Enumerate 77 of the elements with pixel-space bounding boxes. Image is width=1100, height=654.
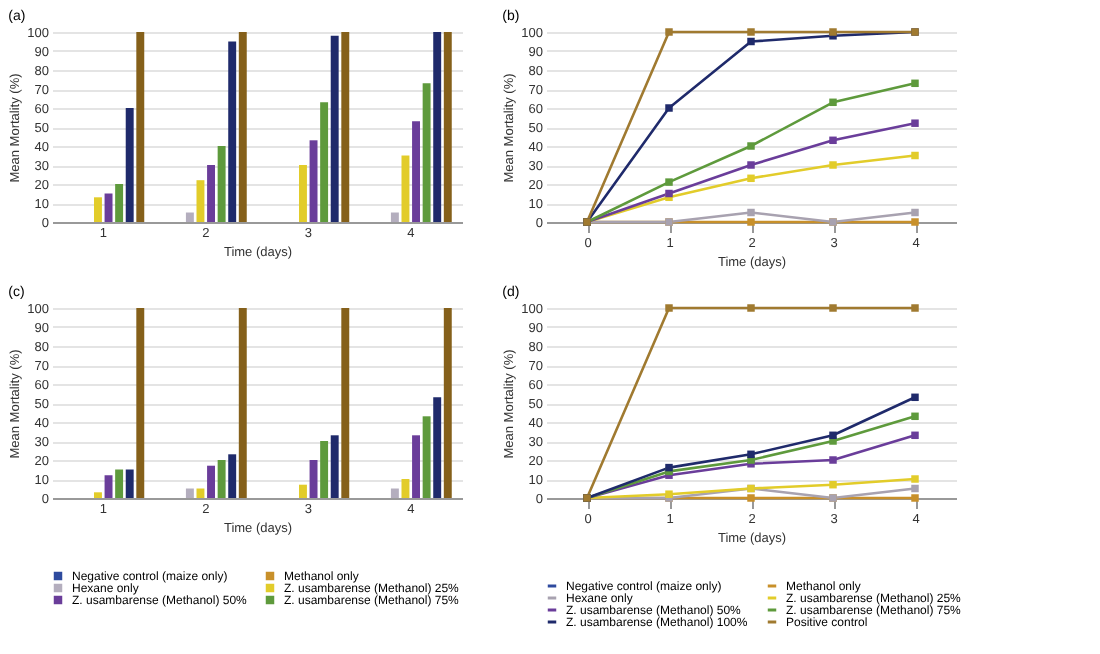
bar: [185, 212, 194, 222]
point: [747, 174, 755, 183]
point: [665, 178, 673, 186]
point: [911, 119, 919, 127]
point: [911, 412, 919, 421]
bar: [309, 140, 318, 222]
point: [747, 28, 755, 36]
point: [747, 304, 755, 312]
bar: [390, 212, 399, 222]
bar: [136, 308, 145, 498]
bar: [115, 469, 124, 498]
point: [829, 304, 837, 312]
point: [829, 431, 837, 440]
bar: [412, 435, 421, 498]
point: [747, 142, 755, 150]
bar: [228, 41, 237, 222]
bar: [401, 479, 410, 498]
bar: [298, 165, 307, 222]
bar: [390, 488, 399, 498]
bar: [298, 484, 307, 498]
point: [911, 79, 919, 88]
bar: [341, 32, 350, 222]
bar: [217, 146, 226, 222]
point: [911, 484, 919, 493]
bar: [217, 460, 226, 498]
point: [747, 218, 755, 226]
bar: [104, 193, 113, 222]
point: [911, 431, 919, 440]
bar: [207, 465, 216, 498]
bar: [125, 469, 134, 498]
bar: [401, 155, 410, 222]
point: [829, 136, 837, 145]
bar: [341, 308, 350, 498]
point: [911, 475, 919, 483]
point: [911, 494, 919, 502]
bar: [422, 416, 431, 498]
bar: [422, 83, 431, 222]
bar: [196, 180, 205, 222]
bar: [412, 121, 421, 222]
point: [829, 480, 837, 489]
point: [911, 393, 919, 402]
point: [747, 37, 755, 46]
bar: [207, 165, 216, 222]
bar: [136, 32, 145, 222]
point: [911, 208, 919, 217]
point: [747, 450, 755, 459]
bar: [320, 102, 329, 222]
point: [911, 304, 919, 312]
bar: [433, 32, 442, 222]
bar: [330, 35, 339, 222]
point: [911, 218, 919, 226]
point: [747, 494, 755, 502]
point: [911, 151, 919, 160]
bar: [330, 435, 339, 498]
point: [747, 208, 755, 217]
point: [747, 161, 755, 169]
point: [829, 456, 837, 464]
bar: [238, 32, 247, 222]
bar: [93, 197, 102, 222]
bar: [443, 32, 452, 222]
bar: [104, 475, 113, 498]
point: [665, 304, 673, 312]
bar: [309, 460, 318, 498]
bar: [115, 184, 124, 222]
point: [665, 104, 673, 112]
bar: [93, 492, 102, 498]
point: [829, 161, 837, 169]
bar: [443, 308, 452, 498]
bar: [185, 488, 194, 498]
point: [665, 28, 673, 36]
bar: [433, 397, 442, 498]
point: [829, 98, 837, 107]
bar: [320, 441, 329, 498]
bar: [125, 108, 134, 222]
bar: [196, 488, 205, 498]
bar: [238, 308, 247, 498]
bar: [228, 454, 237, 498]
